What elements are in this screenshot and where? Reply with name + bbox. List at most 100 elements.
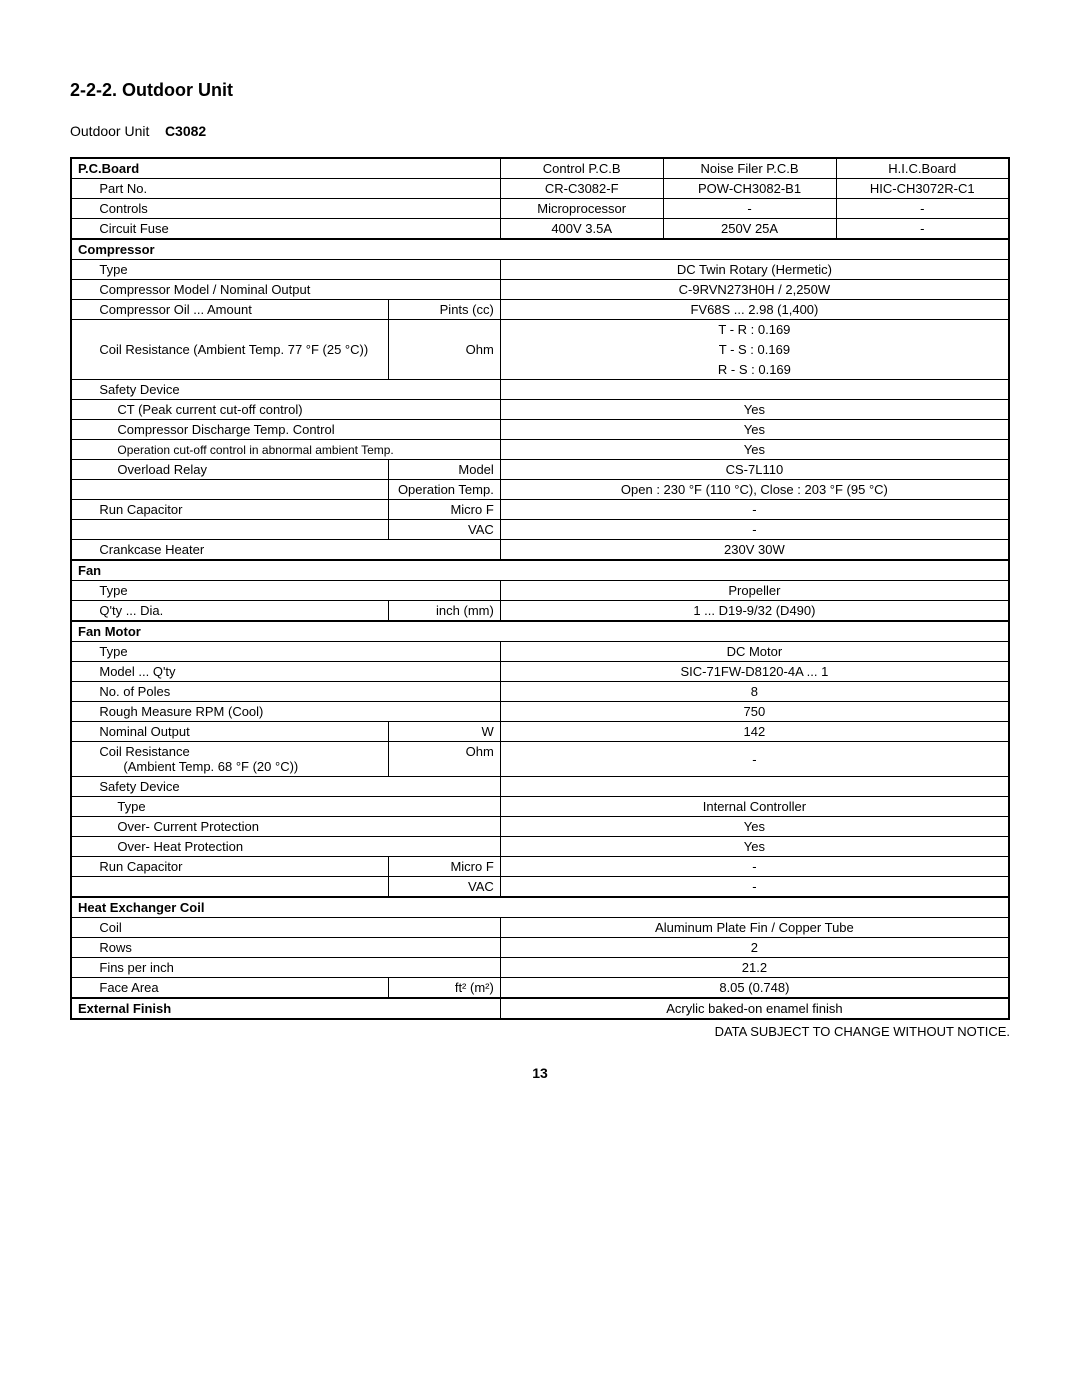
cell: 230V 30W	[500, 540, 1009, 561]
hex-header: Heat Exchanger Coil	[71, 897, 1009, 918]
fanmotor-header: Fan Motor	[71, 621, 1009, 642]
cell: Yes	[500, 440, 1009, 460]
subtitle-prefix: Outdoor Unit	[70, 123, 149, 139]
cell: Microprocessor	[500, 199, 663, 219]
cell: Part No.	[93, 179, 500, 199]
cell: Compressor Model / Nominal Output	[93, 280, 500, 300]
cell: CT (Peak current cut-off control)	[93, 400, 500, 420]
ext-header: External Finish	[71, 998, 500, 1019]
cell: ft² (m²)	[388, 978, 500, 999]
section-title: 2-2-2. Outdoor Unit	[70, 80, 1010, 101]
cell: Internal Controller	[500, 797, 1009, 817]
cell: SIC-71FW-D8120-4A ... 1	[500, 662, 1009, 682]
pcboard-header: P.C.Board	[71, 158, 500, 179]
cell	[500, 380, 1009, 400]
cell: Type	[93, 260, 500, 280]
compressor-header: Compressor	[71, 239, 1009, 260]
cell: -	[500, 857, 1009, 877]
cell: Run Capacitor	[93, 857, 388, 877]
table-row: Compressor Oil ... Amount Pints (cc) FV6…	[71, 300, 1009, 320]
hex-header-row: Heat Exchanger Coil	[71, 897, 1009, 918]
table-row: Face Area ft² (m²) 8.05 (0.748)	[71, 978, 1009, 999]
section-name: Outdoor Unit	[122, 80, 233, 100]
ext-row: External Finish Acrylic baked-on enamel …	[71, 998, 1009, 1019]
spec-table: P.C.Board Control P.C.B Noise Filer P.C.…	[70, 157, 1010, 1020]
table-row: Crankcase Heater 230V 30W	[71, 540, 1009, 561]
table-row: Safety Device	[71, 777, 1009, 797]
cell: Type	[93, 642, 500, 662]
cell: POW-CH3082-B1	[663, 179, 836, 199]
table-row: Safety Device	[71, 380, 1009, 400]
pcboard-col1: Control P.C.B	[500, 158, 663, 179]
cell: Rough Measure RPM (Cool)	[93, 702, 500, 722]
cell: VAC	[388, 520, 500, 540]
page-number: 13	[70, 1065, 1010, 1081]
cell: Compressor Discharge Temp. Control	[93, 420, 500, 440]
cell: Yes	[500, 400, 1009, 420]
table-row: Operation cut-off control in abnormal am…	[71, 440, 1009, 460]
cell: Ohm	[388, 742, 500, 777]
cell: Micro F	[388, 500, 500, 520]
table-row: Q'ty ... Dia. inch (mm) 1 ... D19-9/32 (…	[71, 601, 1009, 622]
table-row: No. of Poles 8	[71, 682, 1009, 702]
table-row: Part No. CR-C3082-F POW-CH3082-B1 HIC-CH…	[71, 179, 1009, 199]
table-row: Run Capacitor Micro F -	[71, 857, 1009, 877]
cell: Over- Current Protection	[93, 817, 500, 837]
table-row: Type Internal Controller	[71, 797, 1009, 817]
cell: DC Motor	[500, 642, 1009, 662]
table-row: Coil Resistance (Ambient Temp. 77 °F (25…	[71, 320, 1009, 340]
cell: Operation cut-off control in abnormal am…	[93, 440, 500, 460]
cell: CR-C3082-F	[500, 179, 663, 199]
footer-note: DATA SUBJECT TO CHANGE WITHOUT NOTICE.	[70, 1024, 1010, 1039]
compressor-header-row: Compressor	[71, 239, 1009, 260]
pcboard-col3: H.I.C.Board	[836, 158, 1009, 179]
table-row: Compressor Discharge Temp. Control Yes	[71, 420, 1009, 440]
subtitle-model: C3082	[165, 123, 206, 139]
cell: Model	[388, 460, 500, 480]
cell: Ohm	[388, 320, 500, 380]
cell: VAC	[388, 877, 500, 898]
cell: Open : 230 °F (110 °C), Close : 203 °F (…	[500, 480, 1009, 500]
cell: -	[500, 520, 1009, 540]
table-row: Compressor Model / Nominal Output C-9RVN…	[71, 280, 1009, 300]
fanmotor-header-row: Fan Motor	[71, 621, 1009, 642]
cell: Compressor Oil ... Amount	[93, 300, 388, 320]
cell: 8.05 (0.748)	[500, 978, 1009, 999]
cell: Aluminum Plate Fin / Copper Tube	[500, 918, 1009, 938]
cell: R - S : 0.169	[500, 360, 1009, 380]
table-row: Type DC Twin Rotary (Hermetic)	[71, 260, 1009, 280]
cell: C-9RVN273H0H / 2,250W	[500, 280, 1009, 300]
cell: -	[500, 877, 1009, 898]
table-row: Rough Measure RPM (Cool) 750	[71, 702, 1009, 722]
cell: Circuit Fuse	[93, 219, 500, 240]
cell: Face Area	[93, 978, 388, 999]
table-row: Operation Temp. Open : 230 °F (110 °C), …	[71, 480, 1009, 500]
cell: (Ambient Temp. 68 °F (20 °C))	[99, 759, 298, 774]
cell: Yes	[500, 420, 1009, 440]
cell: Crankcase Heater	[93, 540, 500, 561]
cell: 750	[500, 702, 1009, 722]
table-row: Type DC Motor	[71, 642, 1009, 662]
table-row: Type Propeller	[71, 581, 1009, 601]
table-row: Over- Heat Protection Yes	[71, 837, 1009, 857]
cell: Pints (cc)	[388, 300, 500, 320]
table-row: Circuit Fuse 400V 3.5A 250V 25A -	[71, 219, 1009, 240]
cell: Operation Temp.	[388, 480, 500, 500]
cell: W	[388, 722, 500, 742]
cell: 8	[500, 682, 1009, 702]
cell: Yes	[500, 837, 1009, 857]
cell: -	[500, 742, 1009, 777]
table-row: Run Capacitor Micro F -	[71, 500, 1009, 520]
table-row: Overload Relay Model CS-7L110	[71, 460, 1009, 480]
pcboard-col2: Noise Filer P.C.B	[663, 158, 836, 179]
cell: Rows	[93, 938, 500, 958]
cell: FV68S ... 2.98 (1,400)	[500, 300, 1009, 320]
cell: 400V 3.5A	[500, 219, 663, 240]
cell: Nominal Output	[93, 722, 388, 742]
cell: 250V 25A	[663, 219, 836, 240]
subtitle: Outdoor Unit C3082	[70, 123, 1010, 139]
cell: -	[663, 199, 836, 219]
cell: Micro F	[388, 857, 500, 877]
cell: -	[836, 219, 1009, 240]
cell: DC Twin Rotary (Hermetic)	[500, 260, 1009, 280]
